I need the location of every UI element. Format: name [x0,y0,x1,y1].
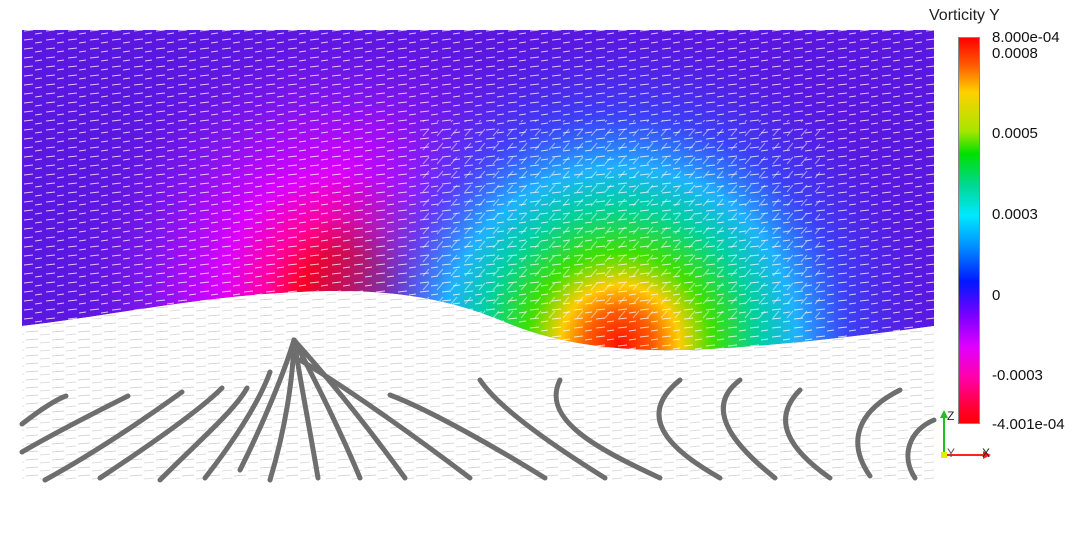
x-axis-arrow [983,451,991,459]
legend-tick-4: -0.0003 [992,367,1043,384]
y-axis-label: Y [947,446,956,460]
legend-tick-1: 0.0005 [992,125,1038,142]
legend-tick-2: 0.0003 [992,206,1038,223]
y-axis-marker [941,452,947,458]
legend-tick-3: 0 [992,287,1001,304]
legend-tick-0: 0.0008 [992,45,1038,62]
legend-title: Vorticity Y [929,7,1000,24]
z-axis-arrow [940,410,948,418]
sediment-bed [22,291,934,480]
vorticity-field [22,30,934,351]
legend-min-label: -4.001e-04 [992,416,1065,433]
color-bar [959,38,980,424]
x-axis-label: X [982,446,991,460]
particle-tubes [19,337,937,483]
legend-max-label: 8.000e-04 [992,29,1060,46]
z-axis-label: Z [947,409,955,423]
orientation-axes [940,410,991,459]
